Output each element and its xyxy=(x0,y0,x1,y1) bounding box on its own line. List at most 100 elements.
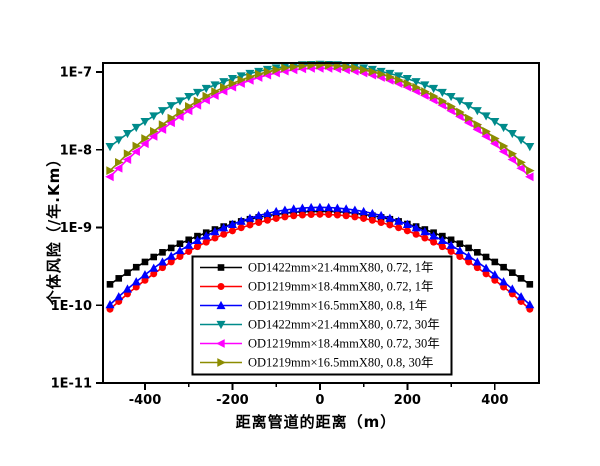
data-point-marker xyxy=(140,139,149,149)
data-point-marker xyxy=(236,216,246,225)
data-point-marker xyxy=(429,91,439,101)
data-point-marker xyxy=(254,210,264,220)
data-point-marker xyxy=(447,247,455,255)
series-5 xyxy=(106,60,535,176)
data-point-marker xyxy=(289,204,299,213)
data-point-marker xyxy=(517,275,525,282)
data-point-marker xyxy=(158,120,168,130)
data-point-marker xyxy=(438,96,448,106)
series-3-markers xyxy=(105,60,535,152)
data-point-marker xyxy=(141,258,149,266)
data-point-marker xyxy=(395,224,403,232)
y-tick-label: 1E-7 xyxy=(60,66,92,81)
data-point-marker xyxy=(150,270,158,278)
series-1-markers xyxy=(106,210,534,313)
data-point-marker xyxy=(482,253,490,261)
data-point-marker xyxy=(394,72,404,81)
data-point-marker xyxy=(192,88,202,98)
data-point-marker xyxy=(115,157,124,167)
x-tick-label: -400 xyxy=(129,393,162,408)
data-point-marker xyxy=(141,276,149,284)
data-point-marker xyxy=(131,123,141,133)
data-point-marker xyxy=(412,82,421,92)
data-point-marker xyxy=(184,92,194,102)
data-point-marker xyxy=(516,163,525,173)
data-point-marker xyxy=(491,258,499,266)
y-tick-label: 1E-11 xyxy=(51,377,92,392)
data-point-marker xyxy=(438,243,446,251)
data-point-marker xyxy=(516,292,526,301)
data-point-marker xyxy=(245,69,255,79)
data-point-marker xyxy=(482,270,490,278)
series-3 xyxy=(105,60,535,152)
data-point-marker xyxy=(131,277,141,286)
data-point-marker xyxy=(526,166,535,176)
x-axis-title: 距离管道的距离（m） xyxy=(235,413,397,431)
data-point-marker xyxy=(220,230,228,238)
y-tick-label: 1E-8 xyxy=(60,143,92,158)
data-point-marker xyxy=(272,65,281,75)
data-point-marker xyxy=(368,216,376,224)
data-point-marker xyxy=(437,235,447,244)
data-point-marker xyxy=(176,107,185,117)
data-point-marker xyxy=(298,211,306,219)
data-point-marker xyxy=(411,78,421,87)
data-point-marker xyxy=(271,206,281,216)
data-point-marker xyxy=(447,102,456,111)
data-point-marker xyxy=(281,213,289,221)
data-point-marker xyxy=(272,214,280,222)
data-point-marker xyxy=(105,172,114,182)
data-point-marker xyxy=(185,102,194,111)
series-4-markers xyxy=(105,63,534,182)
series-2 xyxy=(105,202,535,309)
data-point-marker xyxy=(192,235,202,244)
data-point-marker xyxy=(211,87,220,96)
data-point-marker xyxy=(509,269,516,276)
data-point-marker xyxy=(447,236,455,244)
data-point-marker xyxy=(456,107,465,117)
data-point-marker xyxy=(446,106,455,116)
data-point-marker xyxy=(464,102,474,111)
y-tick-label: 1E-10 xyxy=(51,299,92,314)
data-point-marker xyxy=(159,249,166,256)
data-point-marker xyxy=(351,213,359,221)
data-point-marker xyxy=(333,211,341,219)
x-tick-label: 400 xyxy=(481,393,508,408)
plot-frame xyxy=(102,62,540,384)
data-point-marker xyxy=(359,65,369,75)
data-point-marker xyxy=(192,100,202,110)
data-point-marker xyxy=(210,81,220,90)
data-point-marker xyxy=(297,203,307,212)
data-point-marker xyxy=(124,269,131,276)
data-point-marker xyxy=(456,240,464,247)
data-point-marker xyxy=(255,219,263,227)
data-point-marker xyxy=(219,82,229,92)
legend-item: OD1219mm×16.5mmX80, 0.8, 1年 xyxy=(200,299,427,313)
data-point-marker xyxy=(158,264,166,272)
data-point-marker xyxy=(263,216,271,224)
data-point-marker xyxy=(281,63,290,73)
series-1 xyxy=(106,210,534,313)
data-point-marker xyxy=(262,208,272,218)
y-axis: 1E-7 1E-8 1E-9 1E-10 1E-11 xyxy=(51,66,103,392)
data-point-marker xyxy=(140,270,150,279)
data-point-marker xyxy=(176,240,184,247)
data-point-marker xyxy=(403,79,413,88)
legend-marker-triangle-right xyxy=(217,358,226,367)
data-point-marker xyxy=(526,281,534,288)
series-5-markers xyxy=(106,60,535,176)
data-point-marker xyxy=(490,117,500,127)
data-point-marker xyxy=(202,238,210,246)
legend-item: OD1422mm×21.4mmX80, 0.72, 30年 xyxy=(200,318,440,332)
data-point-marker xyxy=(175,245,185,255)
data-point-marker xyxy=(132,263,140,271)
legend-marker-square xyxy=(217,264,225,271)
data-point-marker xyxy=(150,253,158,261)
data-point-marker xyxy=(106,166,115,176)
x-tick-label: -200 xyxy=(216,393,249,408)
data-point-marker xyxy=(402,219,412,228)
data-point-marker xyxy=(481,263,491,272)
data-point-marker xyxy=(176,253,184,261)
data-point-marker xyxy=(430,238,438,246)
